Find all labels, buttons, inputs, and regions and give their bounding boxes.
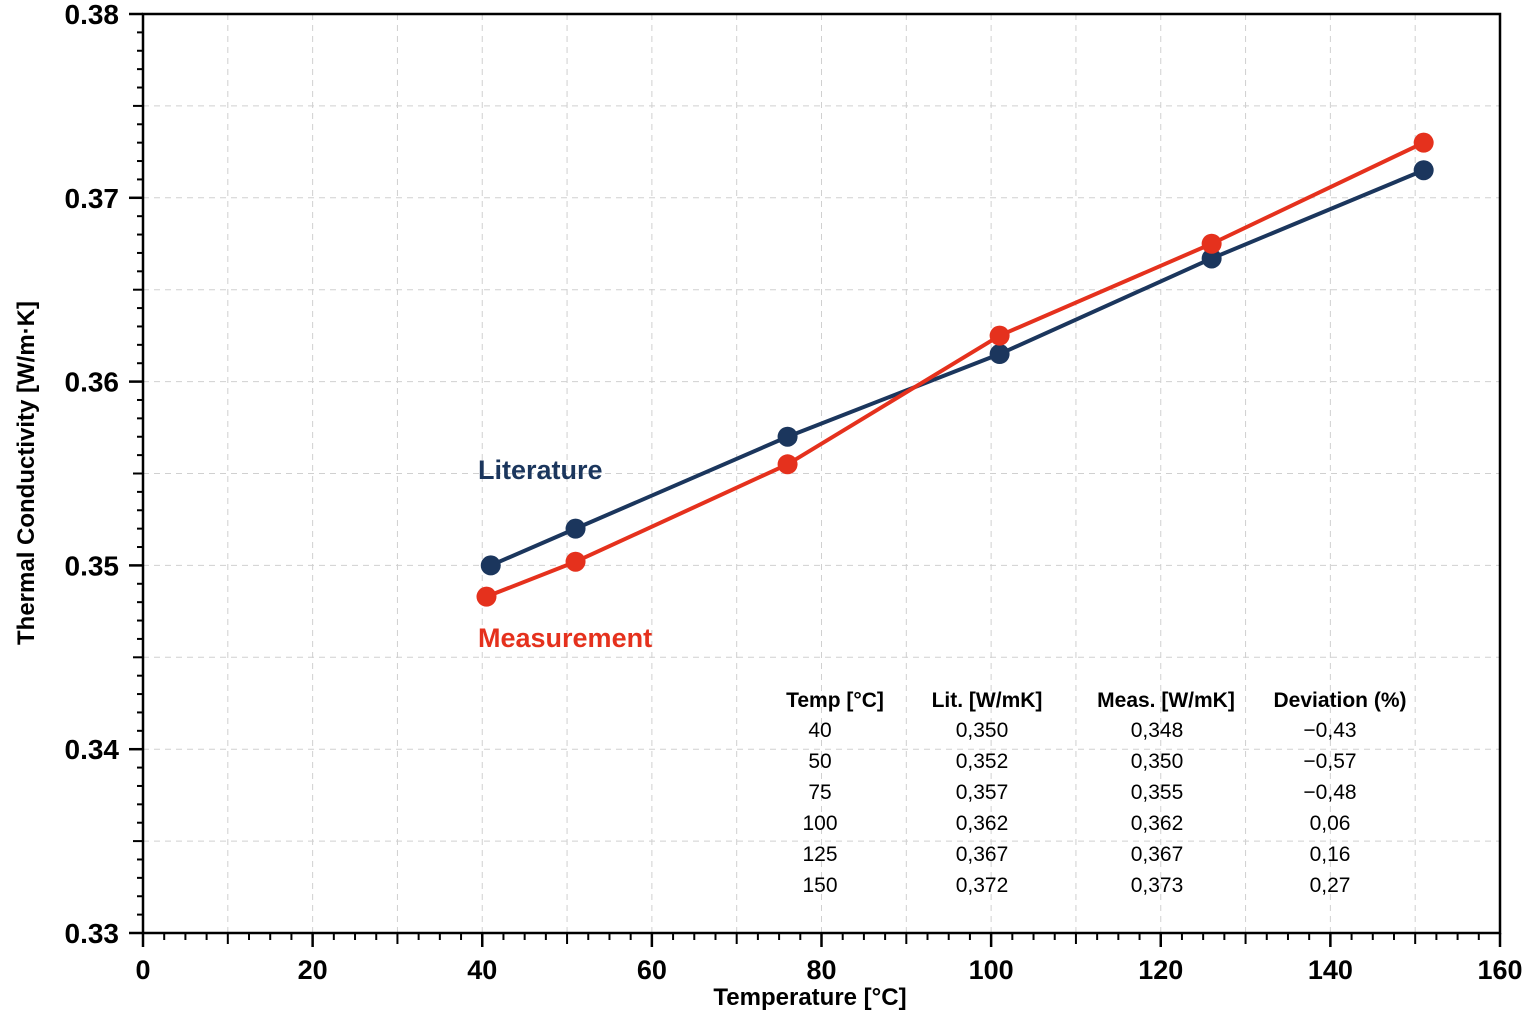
y-tick-label: 0.38	[65, 0, 120, 30]
x-tick-label: 80	[806, 955, 836, 985]
x-tick-label: 120	[1138, 955, 1183, 985]
table-cell: 0,362	[956, 812, 1009, 835]
x-tick-label: 160	[1477, 955, 1522, 985]
data-table: Temp [°C] Lit. [W/mK] Meas. [W/mK] Deviatio…	[786, 689, 1406, 897]
data-point	[1201, 233, 1222, 254]
x-tick-label: 60	[637, 955, 667, 985]
data-point	[1413, 160, 1434, 181]
table-cell: 0,06	[1310, 812, 1351, 835]
table-cell: 0,16	[1310, 843, 1351, 866]
data-point	[1201, 248, 1222, 269]
series-label-literature: Literature	[478, 455, 603, 485]
series-line	[485, 140, 1425, 599]
x-tick-label: 40	[467, 955, 497, 985]
x-tick-label: 20	[298, 955, 328, 985]
table-cell: 0,355	[1131, 781, 1184, 804]
y-tick-label: 0.37	[65, 183, 120, 214]
table-cell: 0,362	[1131, 812, 1184, 835]
data-point	[565, 551, 586, 572]
table-cell: −0,43	[1303, 719, 1356, 742]
series-literature	[480, 160, 1434, 576]
y-tick-label: 0.33	[65, 918, 120, 949]
y-tick-label: 0.36	[65, 367, 120, 398]
table-cell: 0,27	[1310, 874, 1351, 897]
x-tick-label: 0	[135, 955, 150, 985]
x-tick-label: 140	[1308, 955, 1353, 985]
data-point	[989, 344, 1010, 365]
table-cell: 0,373	[1131, 874, 1184, 897]
table-cell: 40	[808, 719, 831, 742]
table-header: Lit. [W/mK]	[932, 689, 1043, 712]
data-point	[480, 555, 501, 576]
data-point	[476, 586, 497, 607]
series-line	[489, 168, 1425, 568]
data-point	[565, 518, 586, 539]
table-cell: 100	[802, 812, 837, 835]
table-cell: 0,350	[956, 719, 1009, 742]
table-header: Meas. [W/mK]	[1097, 689, 1235, 712]
data-point	[777, 426, 798, 447]
table-cell: 50	[808, 750, 831, 773]
series-measurement	[476, 132, 1434, 607]
table-cell: 150	[802, 874, 837, 897]
table-header: Temp [°C]	[786, 689, 884, 712]
table-cell: 0,352	[956, 750, 1009, 773]
table-cell: 0,372	[956, 874, 1009, 897]
table-header: Deviation (%)	[1273, 689, 1406, 712]
y-tick-label: 0.35	[65, 550, 120, 581]
table-cell: −0,48	[1303, 781, 1356, 804]
table-cell: 0,350	[1131, 750, 1184, 773]
y-axis-title: Thermal Conductivity [W/m·K]	[13, 301, 40, 645]
labels-layer: Temperature [°C] Thermal Conductivity [W…	[13, 301, 907, 1011]
table-cell: −0,57	[1303, 750, 1356, 773]
table-cell: 0,357	[956, 781, 1009, 804]
table-cell: 125	[802, 843, 837, 866]
data-point	[1413, 132, 1434, 153]
x-axis-title: Temperature [°C]	[713, 984, 906, 1011]
table-cell: 0,348	[1131, 719, 1184, 742]
series-layer	[476, 132, 1434, 607]
series-label-measurement: Measurement	[478, 623, 652, 653]
table-cell: 75	[808, 781, 831, 804]
data-point	[989, 325, 1010, 346]
table-cell: 0,367	[956, 843, 1009, 866]
y-tick-label: 0.34	[65, 734, 120, 765]
data-point	[777, 454, 798, 475]
table-cell: 0,367	[1131, 843, 1184, 866]
axes: 0 20 40 60 80 100 120 140 160 0.33 0.34 0.35 0.36 0.3…	[65, 0, 1523, 985]
x-tick-label: 100	[969, 955, 1014, 985]
